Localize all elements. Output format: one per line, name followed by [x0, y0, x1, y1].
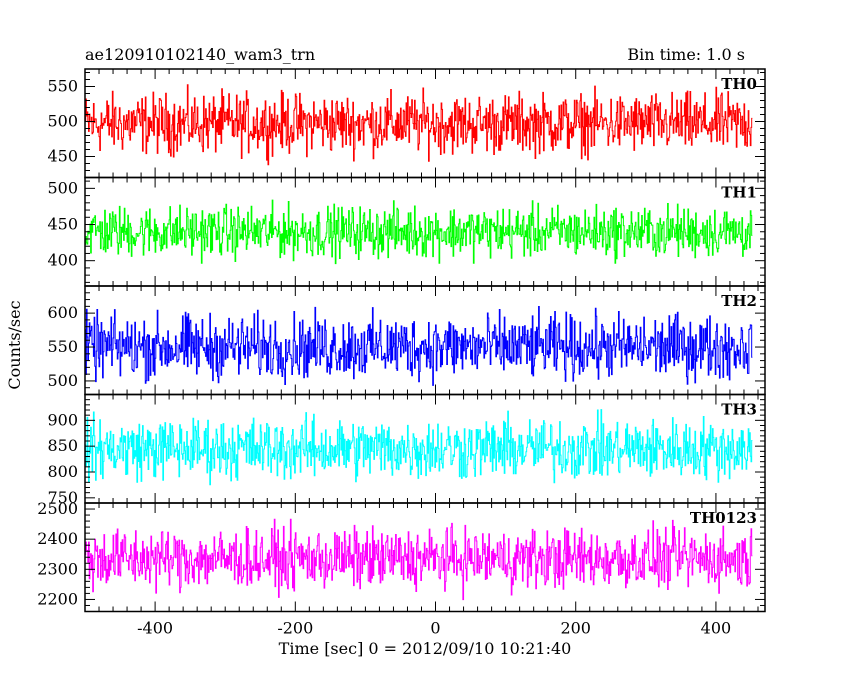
panel-label-th1: TH1 — [721, 184, 757, 202]
y-tick-label: 850 — [47, 436, 78, 455]
x-tick-label: 400 — [701, 619, 732, 638]
y-tick-label: 800 — [47, 462, 78, 481]
panel-label-th0123: TH0123 — [690, 509, 757, 527]
y-tick-label: 600 — [47, 303, 78, 322]
panel-th2: 500 550 600 TH2 — [47, 285, 766, 396]
y-tick-label: 550 — [47, 77, 78, 96]
panel-label-th2: TH2 — [721, 292, 757, 310]
y-tick-label: 500 — [47, 178, 78, 197]
y-tick-label: 400 — [47, 251, 78, 270]
y-tick-label: 500 — [47, 371, 78, 390]
panel-label-th0: TH0 — [721, 75, 757, 93]
panel-th0: 450 500 550 TH0 — [47, 68, 766, 179]
y-axis-title: Counts/sec — [5, 300, 24, 389]
y-tick-label: 900 — [47, 410, 78, 429]
series-line-th2 — [85, 306, 753, 386]
series-line-th0123 — [85, 518, 753, 601]
panel-th1: 400 450 500 TH1 — [47, 176, 766, 287]
x-tick-label: 200 — [560, 619, 591, 638]
y-tick-label: 750 — [47, 488, 78, 507]
y-tick-label: 2300 — [37, 559, 78, 578]
series-line-th1 — [85, 199, 753, 265]
panel-th0123: 2200 2300 2400 2500 TH0123 — [37, 499, 766, 613]
chart-title: ae120910102140_wam3_trn — [85, 45, 315, 64]
y-tick-label: 550 — [47, 337, 78, 356]
y-tick-label: 500 — [47, 112, 78, 131]
series-line-th0 — [85, 84, 753, 166]
y-tick-label: 2400 — [37, 529, 78, 548]
y-tick-label: 450 — [47, 215, 78, 234]
y-tick-label: 2500 — [37, 499, 78, 518]
x-tick-label: -400 — [137, 619, 173, 638]
bin-time-label: Bin time: 1.0 s — [627, 45, 745, 64]
x-tick-label: 0 — [430, 619, 440, 638]
panel-th3: 750 800 850 900 TH3 — [47, 393, 766, 507]
panel-label-th3: TH3 — [721, 401, 757, 419]
y-tick-label: 450 — [47, 147, 78, 166]
y-tick-label: 2200 — [37, 589, 78, 608]
x-axis-title: Time [sec] 0 = 2012/09/10 10:21:40 — [279, 639, 572, 658]
panels-group: 450 500 550 TH0 400 450 500 TH1 500 550 600 TH2 750 8… — [37, 68, 766, 613]
x-axis: -400 -200 0 200 400 — [137, 619, 731, 638]
x-tick-label: -200 — [277, 619, 313, 638]
series-line-th3 — [85, 409, 753, 486]
